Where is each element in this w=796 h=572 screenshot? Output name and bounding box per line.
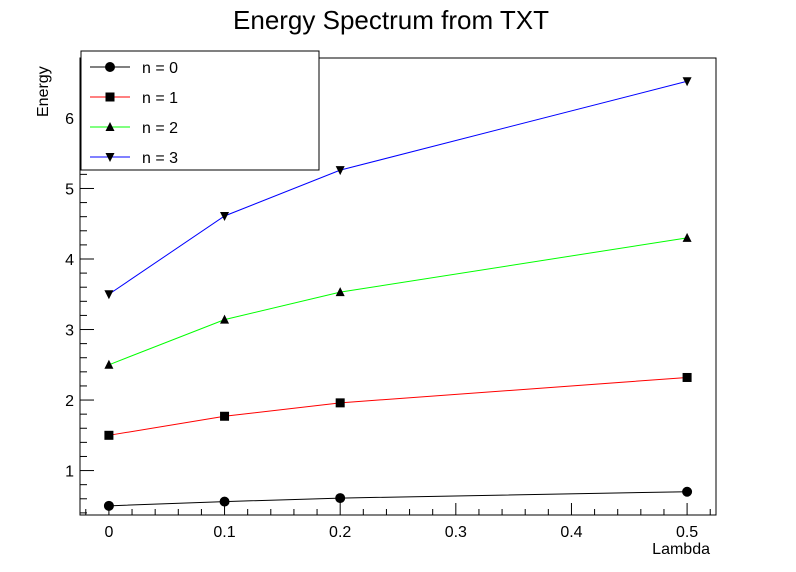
x-tick-label: 0 [104,524,113,541]
legend-label: n = 3 [142,150,178,167]
x-tick-label: 0.4 [560,524,582,541]
data-point [104,290,114,300]
y-tick-label: 5 [65,181,74,198]
plot-border [79,57,717,516]
data-point [335,493,346,504]
x-tick-label: 0.5 [676,524,698,541]
legend-marker [105,122,115,131]
data-point [682,486,693,497]
legend-marker [105,153,115,162]
x-tick-label: 0.2 [329,524,351,541]
legend-item: n = 2 [90,120,178,137]
data-point [104,430,114,440]
data-point [682,232,692,242]
legend-item: n = 0 [90,60,178,77]
data-point [103,500,114,511]
chart-title: Energy Spectrum from TXT [233,5,549,35]
legend-box [80,50,320,171]
legend-marker [105,92,115,102]
y-tick-label: 2 [65,393,74,410]
y-axis-label: Energy [35,66,52,117]
data-point [220,411,230,421]
data-point [335,287,345,297]
y-tick-label: 6 [65,111,74,128]
series-0 [103,486,693,511]
plot-frame [79,57,717,516]
legend-label: n = 0 [142,60,178,77]
series-group [103,77,693,511]
legend-item: n = 1 [90,90,178,107]
series-3 [104,77,692,300]
data-point [219,496,230,507]
x-axis-label: Lambda [652,541,710,558]
x-tick-label: 0.3 [445,524,467,541]
data-point [335,166,345,176]
legend: n = 0 n = 1 n = 2 n = 3 [80,50,320,171]
legend-item: n = 3 [90,150,178,167]
series-1 [104,372,692,440]
y-tick-label: 4 [65,252,74,269]
y-tick-label: 1 [65,464,74,481]
series-line [108,80,688,295]
series-line [108,491,688,507]
data-point [682,77,692,87]
data-point [220,314,230,324]
series-2 [104,232,692,369]
legend-marker [105,62,115,72]
series-line [108,376,688,436]
legend-label: n = 1 [142,90,178,107]
data-point [220,211,230,221]
legend-label: n = 2 [142,120,178,137]
tick-labels: 0 0.1 0.2 0.3 0.4 0.5 1 2 3 4 5 6 [65,111,698,541]
x-tick-label: 0.1 [213,524,235,541]
data-point [104,359,114,369]
data-point [335,398,345,408]
data-point [682,372,692,382]
series-line [108,237,688,366]
y-tick-label: 3 [65,323,74,340]
